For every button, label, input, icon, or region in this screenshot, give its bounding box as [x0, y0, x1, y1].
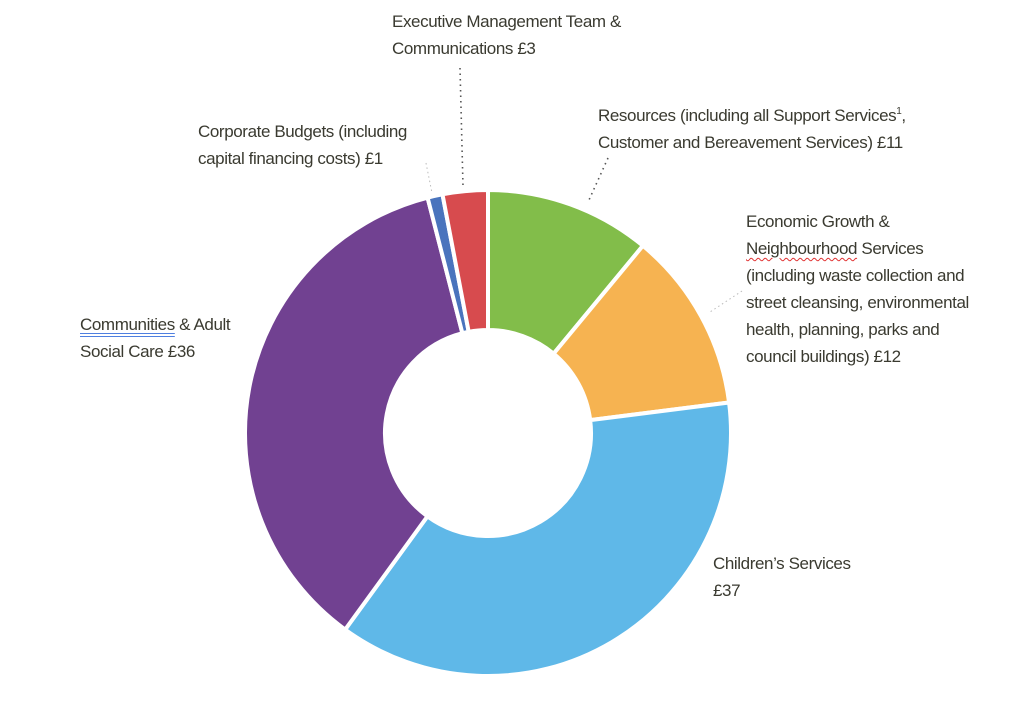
leader-line-economic — [709, 290, 743, 313]
leader-line-executive — [459, 67, 464, 187]
leader-line-corporate — [425, 162, 433, 194]
footnote-marker: 1 — [896, 106, 902, 117]
label-line: street cleansing, environmental — [746, 293, 969, 312]
label-communities: Communities & Adult Social Care £36 — [80, 311, 231, 365]
label-economic: Economic Growth & Neighbourhood Services… — [746, 208, 969, 370]
label-line: Executive Management Team & — [392, 12, 621, 31]
label-text: Resources (including all Support Service… — [598, 106, 897, 125]
leader-line-resources — [588, 157, 609, 201]
label-line: Economic Growth & — [746, 212, 890, 231]
label-line: Communities & Adult — [80, 315, 231, 334]
label-resources: Resources (including all Support Service… — [598, 102, 906, 156]
label-line: Customer and Bereavement Services) £11 — [598, 133, 903, 152]
label-corporate: Corporate Budgets (including capital fin… — [198, 118, 407, 172]
label-line: council buildings) £12 — [746, 347, 901, 366]
label-line: Social Care £36 — [80, 342, 195, 361]
slice-economic — [550, 242, 732, 423]
label-children: Children’s Services £37 — [713, 550, 851, 604]
label-line: Neighbourhood Services — [746, 239, 924, 258]
label-line: health, planning, parks and — [746, 320, 940, 339]
label-text: , — [901, 106, 906, 125]
label-line: (including waste collection and — [746, 266, 965, 285]
slice-communities — [243, 195, 465, 633]
label-line: Corporate Budgets (including — [198, 122, 407, 141]
label-line: Children’s Services — [713, 554, 851, 573]
label-line: Resources (including all Support Service… — [598, 102, 906, 129]
label-line: £37 — [713, 581, 741, 600]
label-line: Communications £3 — [392, 39, 536, 58]
slice-children — [342, 400, 733, 678]
label-executive: Executive Management Team & Communicatio… — [392, 8, 621, 62]
slice-executive — [440, 187, 490, 335]
label-line: capital financing costs) £1 — [198, 149, 383, 168]
